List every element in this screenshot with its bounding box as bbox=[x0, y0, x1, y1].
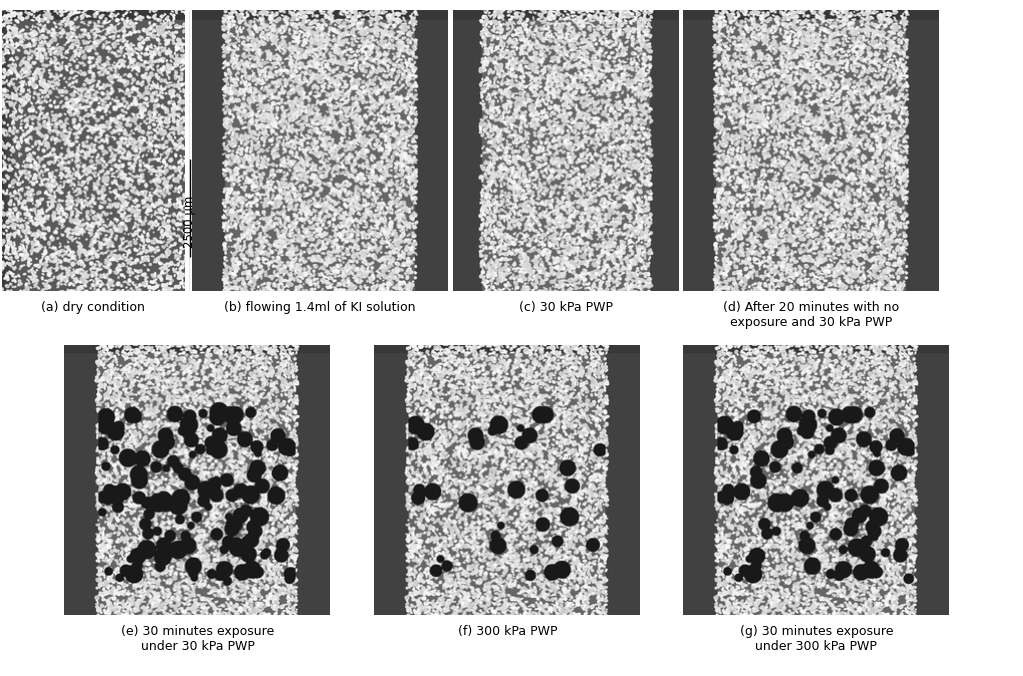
Text: 2500 μm: 2500 μm bbox=[183, 196, 196, 248]
Text: (c) 30 kPa PWP: (c) 30 kPa PWP bbox=[519, 301, 613, 314]
Text: (b) flowing 1.4ml of KI solution: (b) flowing 1.4ml of KI solution bbox=[224, 301, 416, 314]
Text: (a) dry condition: (a) dry condition bbox=[41, 301, 145, 314]
Text: (d) After 20 minutes with no
exposure and 30 kPa PWP: (d) After 20 minutes with no exposure an… bbox=[723, 301, 899, 329]
Text: (e) 30 minutes exposure
under 30 kPa PWP: (e) 30 minutes exposure under 30 kPa PWP bbox=[121, 625, 274, 653]
Text: (g) 30 minutes exposure
under 300 kPa PWP: (g) 30 minutes exposure under 300 kPa PW… bbox=[740, 625, 893, 653]
Text: (f) 300 kPa PWP: (f) 300 kPa PWP bbox=[457, 625, 558, 638]
